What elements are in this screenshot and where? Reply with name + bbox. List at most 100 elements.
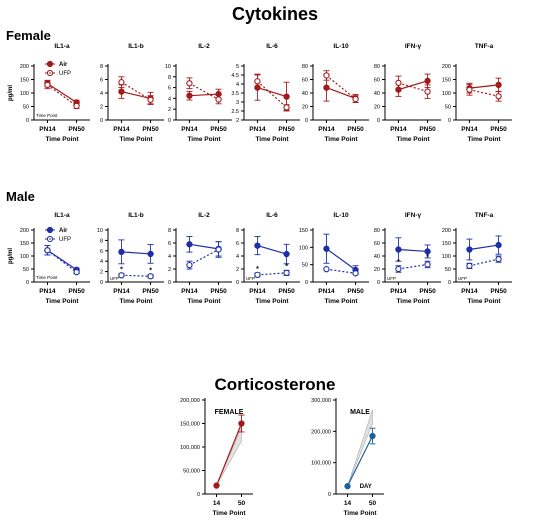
- y-tick-label: 8: [168, 228, 171, 234]
- x-tick-label: PN50: [419, 126, 436, 133]
- y-tick-label: 10: [97, 228, 103, 234]
- y-tick-label: 8: [236, 228, 239, 234]
- chart-title: IL-6: [266, 43, 278, 50]
- y-tick-label: 0: [26, 280, 29, 286]
- ufp-point: [424, 261, 431, 268]
- chart-title: IL1-a: [54, 43, 70, 50]
- day-label: DAY: [360, 484, 372, 490]
- significance-star: *: [149, 268, 152, 275]
- y-tick-label: 0: [377, 118, 380, 124]
- y-tick-label: 0: [100, 280, 103, 286]
- y-tick-label: 2: [236, 118, 239, 124]
- panel-note: UFP: [110, 276, 119, 281]
- chart-title: IL-10: [333, 212, 349, 219]
- y-axis-label: pg/ml: [8, 248, 14, 264]
- panel-note: Time Point: [36, 275, 58, 280]
- x-tick-label: PN14: [39, 126, 56, 133]
- y-tick-label: 4: [168, 254, 171, 260]
- air-point: [495, 81, 502, 89]
- male-section-label: Male: [6, 189, 35, 204]
- chart-title: FEMALE: [215, 409, 244, 416]
- shaded-band: [347, 409, 373, 487]
- ufp-point: [352, 95, 359, 103]
- y-tick-label: 100: [442, 254, 451, 260]
- y-tick-label: 6: [100, 78, 103, 84]
- y-tick-label: 300,000: [311, 398, 331, 404]
- x-axis-label: Time Point: [396, 298, 430, 305]
- x-axis-label: Time Point: [467, 136, 501, 143]
- y-tick-label: 150,000: [180, 422, 200, 428]
- ufp-point: [466, 86, 473, 93]
- ufp-point: [147, 273, 154, 280]
- chart-title: IFN-γ: [405, 43, 422, 50]
- y-tick-label: 0: [448, 118, 451, 124]
- x-tick-label: PN14: [113, 126, 130, 133]
- y-tick-label: 150: [442, 241, 451, 247]
- y-tick-label: 50: [445, 105, 451, 111]
- chart-panel-11: IL-10 0 50 100 150 PN14 PN50 Time Point: [299, 212, 369, 305]
- ufp-point: [323, 72, 330, 79]
- female-section-label: Female: [6, 28, 51, 43]
- chart-title: IL-2: [198, 43, 210, 50]
- y-tick-label: 100: [299, 245, 308, 251]
- air-point: [238, 420, 245, 427]
- ufp-point: [395, 265, 402, 273]
- x-tick-label: PN14: [461, 126, 478, 133]
- x-tick-label: PN50: [278, 126, 295, 133]
- legend: Air UFP: [45, 60, 71, 77]
- legend-ufp-label: UFP: [59, 71, 71, 77]
- y-tick-label: 200,000: [311, 429, 331, 435]
- series-line: [469, 84, 499, 89]
- y-tick-label: 0: [305, 280, 308, 286]
- x-tick-label: PN14: [39, 288, 56, 295]
- ufp-point: [424, 88, 431, 95]
- corticosterone-title: Corticosterone: [214, 375, 336, 394]
- x-tick-label: PN14: [318, 126, 335, 133]
- legend-air-label: Air: [59, 62, 68, 68]
- chart-title: IFN-γ: [405, 212, 422, 219]
- y-tick-label: 50: [302, 263, 308, 269]
- y-tick-label: 40: [374, 254, 380, 260]
- series-line: [326, 74, 356, 100]
- y-tick-label: 6: [168, 241, 171, 247]
- series-line: [121, 274, 151, 277]
- x-axis-label: Time Point: [45, 136, 79, 143]
- x-tick-label: PN14: [181, 288, 198, 295]
- series-line: [469, 258, 499, 267]
- x-tick-label: 14: [213, 500, 221, 507]
- air-point: [254, 242, 261, 249]
- chart-title: IL-6: [266, 212, 278, 219]
- y-tick-label: 60: [374, 78, 380, 84]
- y-tick-label: 4: [236, 82, 239, 88]
- ufp-point: [44, 81, 51, 89]
- ufp-point: [254, 78, 261, 85]
- y-tick-label: 6: [168, 86, 171, 92]
- y-tick-label: 200,000: [180, 398, 200, 404]
- ufp-point: [73, 102, 80, 110]
- x-tick-label: PN50: [347, 288, 364, 295]
- x-tick-label: PN50: [347, 126, 364, 133]
- y-tick-label: 50,000: [183, 469, 200, 475]
- ufp-point: [283, 269, 290, 277]
- series-line: [398, 80, 428, 91]
- ufp-point: [44, 247, 51, 254]
- series-line: [257, 80, 287, 108]
- ufp-point: [118, 272, 125, 279]
- y-tick-label: 4: [100, 259, 103, 265]
- y-tick-label: 80: [374, 64, 380, 70]
- series-line: [189, 248, 219, 266]
- x-axis-label: Time Point: [467, 298, 501, 305]
- x-tick-label: PN50: [278, 288, 295, 295]
- series-line: [121, 251, 151, 255]
- series-line: [398, 263, 428, 270]
- y-tick-label: 100,000: [180, 445, 200, 451]
- significance-star: *: [397, 259, 400, 266]
- x-tick-label: PN50: [419, 288, 436, 295]
- y-tick-label: 4: [236, 254, 239, 260]
- air-point: [424, 77, 431, 84]
- x-tick-label: PN14: [249, 126, 266, 133]
- air-point: [323, 245, 330, 252]
- series-line: [326, 87, 356, 99]
- air-point: [323, 84, 330, 91]
